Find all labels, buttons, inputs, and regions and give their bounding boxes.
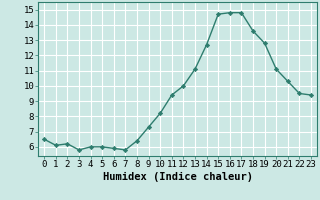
X-axis label: Humidex (Indice chaleur): Humidex (Indice chaleur) (103, 172, 252, 182)
